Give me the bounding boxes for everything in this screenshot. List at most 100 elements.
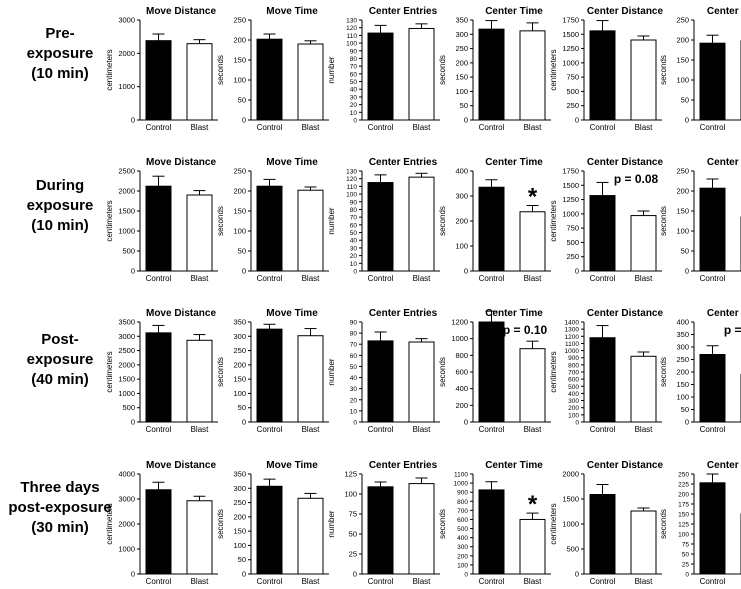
significance-star: *	[528, 491, 538, 518]
bar-control	[367, 486, 394, 575]
y-tick-label: 1500	[562, 495, 579, 504]
bar-blast	[186, 194, 213, 272]
y-tick-label: 1400	[565, 320, 580, 327]
y-tick-label: 0	[242, 267, 246, 276]
x-tick-label: Blast	[413, 274, 432, 283]
chart-title: Move Time	[266, 460, 318, 471]
chart-panel-2: Center Entries01020304050607080901001101…	[327, 6, 440, 132]
y-tick-label: 3000	[118, 495, 135, 504]
y-tick-label: 150	[233, 207, 246, 216]
x-tick-label: Control	[700, 274, 726, 283]
y-tick-label: 200	[233, 36, 246, 45]
y-tick-label: 400	[455, 167, 468, 176]
x-tick-label: Blast	[635, 274, 654, 283]
y-tick-label: 250	[676, 167, 689, 176]
y-tick-label: 4000	[118, 470, 135, 479]
y-axis-label: seconds	[438, 357, 447, 387]
y-tick-label: 100	[676, 393, 689, 402]
x-tick-label: Blast	[635, 425, 654, 434]
y-tick-label: 110	[347, 33, 358, 40]
y-tick-label: 100	[457, 562, 468, 569]
y-tick-label: 40	[350, 238, 358, 245]
y-tick-label: 350	[233, 470, 246, 479]
bar-blast	[630, 510, 657, 575]
y-tick-label: 250	[233, 346, 246, 355]
y-tick-label: 350	[676, 330, 689, 339]
x-tick-label: Blast	[191, 577, 210, 586]
y-tick-label: 0	[242, 418, 246, 427]
y-tick-label: 0	[464, 116, 468, 125]
bar-blast	[186, 43, 213, 121]
y-tick-label: 150	[233, 375, 246, 384]
y-tick-label: 1000	[118, 545, 135, 554]
y-axis-label: seconds	[216, 509, 225, 539]
y-tick-label: 100	[455, 242, 468, 251]
y-tick-label: 200	[455, 401, 468, 410]
y-tick-label: 50	[681, 247, 689, 256]
y-tick-label: 1500	[562, 181, 579, 190]
y-tick-label: 0	[353, 269, 357, 276]
x-tick-label: Blast	[524, 274, 543, 283]
y-tick-label: 30	[350, 386, 358, 393]
y-axis-label: seconds	[216, 206, 225, 236]
y-axis-label: centimeters	[549, 351, 558, 392]
y-axis-label: centimeters	[105, 200, 114, 241]
y-tick-label: 60	[350, 71, 358, 78]
y-tick-label: 225	[678, 482, 689, 489]
bar-blast	[408, 27, 435, 121]
y-tick-label: 10	[350, 110, 358, 117]
y-tick-label: 200	[455, 217, 468, 226]
y-tick-label: 1000	[118, 82, 135, 91]
x-tick-label: Blast	[191, 123, 210, 132]
y-tick-label: 100	[233, 76, 246, 85]
bar-blast	[519, 348, 546, 423]
x-tick-label: Control	[146, 425, 172, 434]
x-tick-label: Control	[479, 577, 505, 586]
bar-control	[478, 186, 505, 272]
chart-title: Center Rest	[707, 460, 741, 471]
bar-blast	[297, 497, 324, 575]
y-tick-label: 2000	[118, 520, 135, 529]
y-tick-label: 50	[238, 247, 246, 256]
y-tick-label: 130	[346, 169, 357, 176]
y-tick-label: 150	[233, 56, 246, 65]
x-tick-label: Control	[590, 123, 616, 132]
y-tick-label: 300	[233, 484, 246, 493]
y-tick-label: 90	[350, 48, 358, 55]
y-tick-label: 2500	[118, 167, 135, 176]
y-tick-label: 800	[455, 351, 468, 360]
y-tick-label: 1200	[565, 334, 580, 341]
y-tick-label: 0	[353, 118, 357, 125]
y-tick-label: 100	[233, 389, 246, 398]
y-tick-label: 30	[350, 245, 358, 252]
y-tick-label: 150	[678, 512, 689, 519]
y-tick-label: 0	[242, 116, 246, 125]
y-axis-label: centimeters	[105, 49, 114, 90]
y-tick-label: 300	[568, 398, 579, 405]
y-tick-label: 80	[350, 331, 358, 338]
x-tick-label: Control	[368, 274, 394, 283]
y-tick-label: 300	[455, 30, 468, 39]
y-axis-label: centimeters	[549, 200, 558, 241]
y-tick-label: 1000	[565, 348, 580, 355]
y-tick-label: 100	[678, 532, 689, 539]
y-axis-label: seconds	[659, 55, 668, 85]
y-tick-label: 80	[350, 207, 358, 214]
chart-title: Center Entries	[369, 157, 438, 168]
chart-title: Center Time	[485, 157, 543, 168]
row-label-pre-exposure: Pre- exposure (10 min)	[26, 25, 94, 82]
y-tick-label: 2000	[118, 187, 135, 196]
chart-panel-8: Center Entries01020304050607080901001101…	[327, 157, 440, 283]
y-tick-label: 0	[131, 267, 135, 276]
y-tick-label: 50	[349, 530, 357, 539]
chart-title: Center Entries	[369, 6, 438, 17]
y-tick-label: 100	[233, 541, 246, 550]
y-axis-label: centimeters	[105, 351, 114, 392]
y-tick-label: 400	[455, 384, 468, 393]
y-tick-label: 1750	[562, 167, 579, 176]
y-axis-label: centimeters	[105, 503, 114, 544]
bar-blast	[408, 483, 435, 575]
bar-control	[478, 489, 505, 575]
y-tick-label: 75	[682, 542, 690, 549]
chart-panel-20: Center Entries 0 25 50 75 100 125 number Control…	[327, 460, 440, 586]
